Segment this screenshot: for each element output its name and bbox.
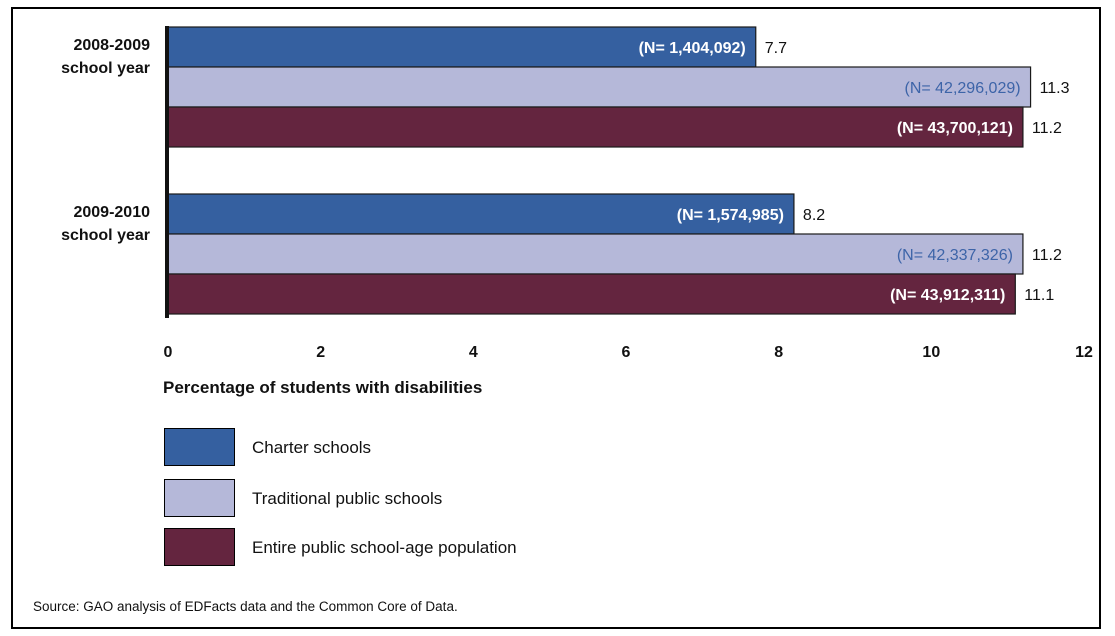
x-tick-label: 12 bbox=[1075, 344, 1093, 361]
y-axis-line bbox=[165, 26, 169, 318]
x-tick-label: 0 bbox=[164, 344, 173, 361]
bar-1-3 bbox=[167, 106, 1024, 148]
bar-n-label: (N= 42,296,029) bbox=[904, 80, 1020, 97]
category-label: school year bbox=[61, 227, 150, 244]
bar-n-label: (N= 43,912,311) bbox=[890, 287, 1005, 304]
legend-label-traditional: Traditional public schools bbox=[252, 489, 443, 508]
legend-item-entire-population: Entire public school-age population bbox=[164, 528, 664, 568]
x-tick-label: 4 bbox=[469, 344, 478, 361]
category-label: 2009-2010 bbox=[73, 204, 150, 221]
legend-label-charter: Charter schools bbox=[252, 438, 372, 457]
bar-n-label: (N= 1,574,985) bbox=[677, 207, 784, 224]
bar-n-label: (N= 43,700,121) bbox=[897, 120, 1013, 137]
legend-item-charter: Charter schools bbox=[164, 428, 664, 468]
bar-n-label: (N= 42,337,326) bbox=[897, 247, 1013, 264]
bar-2-3 bbox=[167, 273, 1016, 315]
bar-value-label: 8.2 bbox=[803, 207, 825, 224]
bar-value-label: 11.2 bbox=[1032, 247, 1062, 264]
legend-swatch-entire-population bbox=[164, 528, 235, 566]
category-label: school year bbox=[61, 60, 150, 77]
legend-swatch-charter bbox=[164, 428, 235, 466]
x-tick-label: 8 bbox=[774, 344, 783, 361]
legend-label-entire-population: Entire public school-age population bbox=[252, 538, 517, 557]
bar-value-label: 11.2 bbox=[1032, 120, 1062, 137]
bar-1-2 bbox=[167, 66, 1032, 108]
source-note: Source: GAO analysis of EDFacts data and… bbox=[33, 599, 458, 614]
bar-n-label: (N= 1,404,092) bbox=[639, 40, 746, 57]
x-tick-label: 2 bbox=[316, 344, 325, 361]
x-tick-label: 6 bbox=[622, 344, 631, 361]
bar-1-1 bbox=[167, 26, 757, 68]
x-tick-label: 10 bbox=[922, 344, 940, 361]
legend-swatch-traditional bbox=[164, 479, 235, 517]
bar-value-label: 7.7 bbox=[765, 40, 787, 57]
bar-2-1 bbox=[167, 193, 795, 235]
category-label: 2008-2009 bbox=[73, 37, 150, 54]
bar-value-label: 11.1 bbox=[1024, 287, 1054, 304]
bar-2-2 bbox=[167, 233, 1024, 275]
x-axis-title: Percentage of students with disabilities bbox=[163, 378, 483, 397]
legend-item-traditional: Traditional public schools bbox=[164, 479, 664, 519]
bar-value-label: 11.3 bbox=[1040, 80, 1070, 97]
